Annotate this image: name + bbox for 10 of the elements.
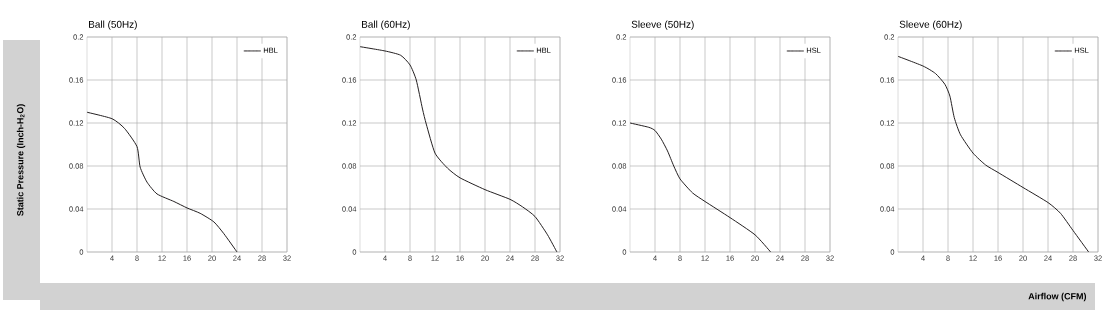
chart-title: Sleeve (60Hz) xyxy=(899,20,962,30)
line-series xyxy=(87,111,238,252)
line-series xyxy=(630,122,772,252)
chart-title: Sleeve (50Hz) xyxy=(631,20,694,30)
x-axis-title: Airflow (CFM) xyxy=(1028,292,1087,302)
chart-title: Ball (60Hz) xyxy=(362,20,410,30)
line-series xyxy=(360,46,558,252)
y-axis-title: Static Pressure (Inch-H$_{2}$O) xyxy=(16,104,26,216)
line-series xyxy=(898,55,1090,252)
chart-title: Ball (50Hz) xyxy=(89,20,137,30)
